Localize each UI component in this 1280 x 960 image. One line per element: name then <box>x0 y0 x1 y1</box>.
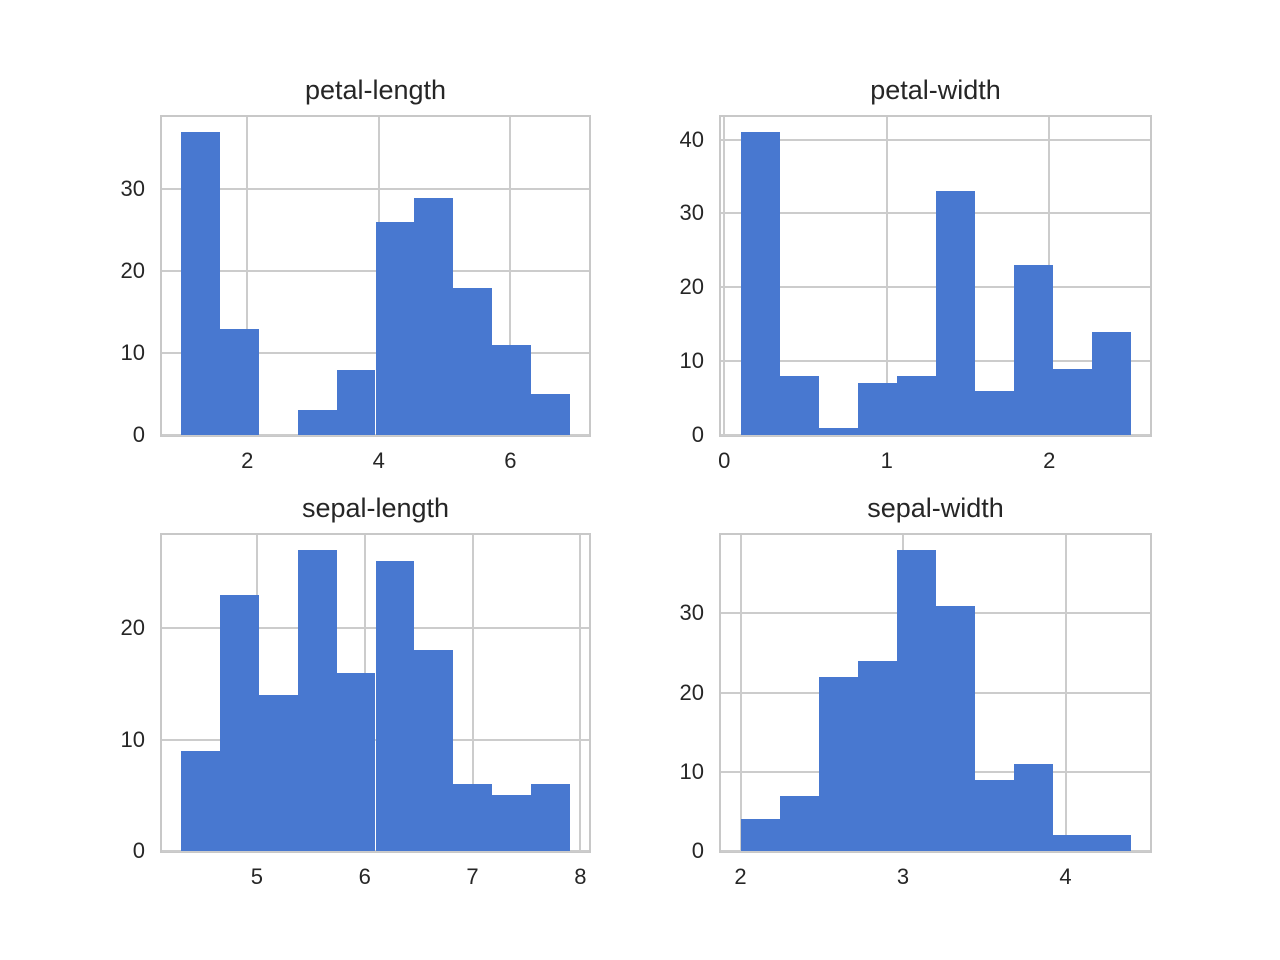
y-tick-label: 20 <box>679 274 704 300</box>
x-tick-label: 2 <box>1043 448 1056 473</box>
histogram-bar <box>530 784 570 851</box>
y-tick-label: 0 <box>132 838 145 863</box>
subplot-sepal-width: sepal-width 0 10 20 30 2 3 4 <box>680 494 1152 888</box>
histogram-bar <box>740 132 780 435</box>
histogram-bar <box>220 594 260 851</box>
x-gridline <box>509 117 512 435</box>
subplot-petal-length: petal-length 0 10 20 30 2 4 6 <box>121 76 591 472</box>
y-gridline <box>721 434 1150 436</box>
histogram-bar <box>414 650 454 851</box>
chart-title: petal-width <box>870 75 1001 106</box>
y-gridline <box>162 850 589 852</box>
y-gridline <box>721 850 1150 852</box>
x-tick-label: 4 <box>1059 864 1072 889</box>
x-tick-label: 8 <box>574 864 587 889</box>
histogram-bar <box>220 328 260 435</box>
plot-area <box>719 533 1152 853</box>
histogram-bar <box>375 561 415 851</box>
histogram-bar <box>1052 368 1092 435</box>
y-tick-label: 20 <box>679 679 704 705</box>
histogram-bar <box>935 191 975 435</box>
histogram-bar <box>1013 265 1053 435</box>
y-tick-label: 30 <box>120 176 145 202</box>
plot-area <box>160 533 591 853</box>
x-gridline <box>471 535 474 851</box>
histogram-bar <box>297 410 337 435</box>
chart-title: sepal-width <box>867 493 1004 524</box>
histogram-bar <box>740 819 780 851</box>
histogram-bar <box>530 394 570 435</box>
x-tick-label: 2 <box>241 448 254 473</box>
histogram-bar <box>896 375 936 435</box>
x-tick-label: 3 <box>896 864 910 889</box>
x-gridline <box>246 117 249 435</box>
histogram-bar <box>896 550 936 851</box>
x-gridline <box>885 117 888 435</box>
y-tick-label: 10 <box>120 340 145 366</box>
y-tick-label: 20 <box>120 615 145 641</box>
histogram-bar <box>857 660 897 851</box>
histogram-bar <box>336 672 376 851</box>
histogram-bar <box>818 427 858 435</box>
x-gridline <box>723 117 726 435</box>
y-tick-label: 10 <box>120 726 145 752</box>
histogram-bar <box>453 784 492 851</box>
x-tick-label: 2 <box>734 864 747 889</box>
y-tick-label: 30 <box>679 600 704 626</box>
y-tick-label: 0 <box>132 422 145 447</box>
x-gridline <box>579 535 582 851</box>
subplot-petal-width: petal-width 0 10 20 30 40 0 1 2 <box>680 76 1152 472</box>
histogram-bar <box>1091 331 1131 435</box>
histogram-bar <box>453 287 492 435</box>
x-gridline <box>1064 535 1067 851</box>
y-tick-label: 10 <box>679 348 704 374</box>
histogram-bar <box>375 222 415 435</box>
histogram-bar <box>491 344 531 435</box>
histogram-bar <box>1013 763 1053 851</box>
x-gridline <box>739 535 742 851</box>
histogram-bar <box>974 779 1014 851</box>
chart-title: sepal-length <box>301 493 450 524</box>
histogram-bar <box>818 676 858 851</box>
y-gridline <box>162 188 589 191</box>
x-tick-label: 5 <box>250 864 263 889</box>
y-tick-label: 0 <box>691 838 704 863</box>
histogram-bar <box>779 375 819 435</box>
histogram-bar <box>1052 835 1092 851</box>
x-tick-label: 4 <box>372 448 385 473</box>
y-gridline <box>721 138 1150 141</box>
x-tick-label: 0 <box>718 448 731 473</box>
x-tick-label: 1 <box>880 448 893 473</box>
histogram-bar <box>181 750 221 851</box>
histogram-bar <box>974 390 1014 435</box>
histogram-bar <box>414 197 454 435</box>
chart-title: petal-length <box>304 75 447 106</box>
x-tick-label: 6 <box>504 448 517 473</box>
plot-area <box>719 115 1152 437</box>
histogram-bar <box>779 795 819 851</box>
y-gridline <box>162 434 589 436</box>
histogram-bar <box>336 369 376 435</box>
histogram-bar <box>259 694 298 851</box>
subplot-sepal-length: sepal-length 0 10 20 5 6 7 8 <box>121 494 591 888</box>
y-tick-label: 40 <box>679 126 704 152</box>
plot-area <box>160 115 591 437</box>
x-tick-label: 7 <box>466 864 479 889</box>
histogram-bar <box>297 550 337 851</box>
x-tick-label: 6 <box>358 864 371 889</box>
y-tick-label: 20 <box>120 258 145 284</box>
histogram-bar <box>181 132 221 435</box>
y-tick-label: 10 <box>679 758 704 784</box>
histogram-bar <box>935 605 975 851</box>
histogram-bar <box>1091 835 1131 851</box>
y-tick-label: 0 <box>691 422 704 447</box>
histogram-bar <box>857 383 897 435</box>
histogram-bar <box>491 795 531 851</box>
y-tick-label: 30 <box>679 200 704 226</box>
